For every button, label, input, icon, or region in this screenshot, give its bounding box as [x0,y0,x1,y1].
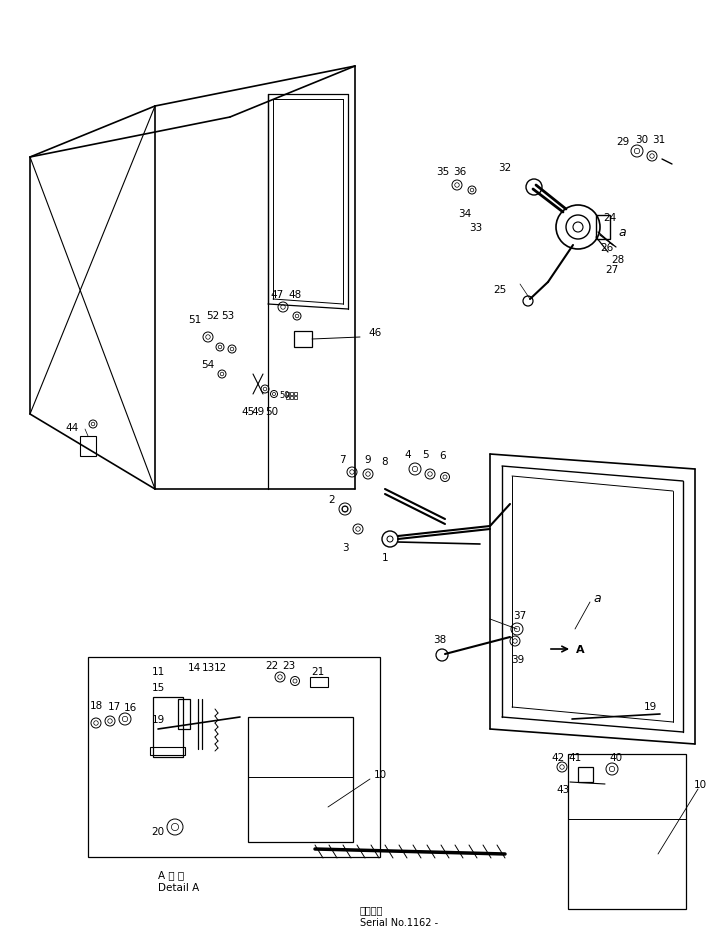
Bar [294,396,297,399]
Text: 18: 18 [89,700,103,710]
Text: 35: 35 [436,167,450,177]
Bar [150,748,185,755]
Text: 12: 12 [213,663,227,672]
Text: 34: 34 [458,209,472,219]
Text: 36: 36 [453,167,467,177]
Bar [310,677,328,687]
Text: 5: 5 [422,449,428,460]
Text: 28: 28 [612,255,624,264]
Text: 54: 54 [201,360,215,370]
Text: 21: 21 [312,666,325,676]
Text: 39: 39 [511,654,525,665]
Bar [178,700,190,729]
Text: 3: 3 [342,543,348,552]
Text: A: A [576,645,584,654]
Text: 53: 53 [222,311,234,321]
Text: 23: 23 [282,660,296,670]
Text: A 詳 細: A 詳 細 [158,869,184,879]
Bar [294,393,297,396]
Text: 10: 10 [693,779,707,789]
Text: 33: 33 [469,223,483,233]
Text: 4: 4 [405,449,411,460]
Text: 45: 45 [241,407,255,416]
Text: 20: 20 [152,826,164,836]
Text: 32: 32 [498,162,512,173]
Text: 43: 43 [556,784,570,794]
Text: 1: 1 [382,552,388,563]
Text: 10: 10 [373,769,387,779]
Text: a: a [618,226,626,238]
Bar [578,767,593,783]
Text: 41: 41 [569,752,582,762]
Bar [286,393,289,396]
Text: 6: 6 [440,450,446,461]
Bar [290,396,293,399]
Text: 27: 27 [605,264,619,275]
Text: 40: 40 [610,752,622,762]
Text: 7: 7 [338,454,346,464]
Text: 11: 11 [152,666,165,676]
Text: 2: 2 [329,495,336,504]
Bar [568,754,686,909]
Text: 16: 16 [123,702,137,712]
Bar [596,216,610,240]
Bar [88,657,380,857]
Text: 30: 30 [636,135,649,144]
Text: 13: 13 [201,663,215,672]
Bar [290,393,293,396]
Text: 51: 51 [188,314,202,325]
Text: 17: 17 [108,701,120,711]
Text: 49: 49 [251,407,265,416]
Text: a: a [593,591,601,604]
Text: 14: 14 [188,663,200,672]
Text: 19: 19 [644,701,656,711]
Text: 52: 52 [206,311,219,321]
Text: 42: 42 [552,752,564,762]
Text: 24: 24 [603,212,617,223]
Text: 50: 50 [266,407,278,416]
Text: 38: 38 [433,634,447,645]
Text: 37: 37 [513,611,527,620]
Text: 47: 47 [270,290,284,299]
Text: 8: 8 [382,457,388,466]
Bar [294,331,312,347]
Text: 50: 50 [280,390,290,399]
Bar [286,396,289,399]
Text: 適用号機: 適用号機 [360,904,384,914]
Text: 26: 26 [600,243,614,253]
Bar [80,436,96,457]
Text: 25: 25 [493,285,507,295]
Text: 44: 44 [65,423,79,432]
Text: 19: 19 [152,715,165,724]
Bar [248,717,353,842]
Text: 9: 9 [365,454,371,464]
Text: Detail A: Detail A [158,882,199,892]
Text: 29: 29 [617,137,629,147]
Text: Serial No.1162 -: Serial No.1162 - [360,917,438,927]
Text: 15: 15 [152,683,165,692]
Text: 22: 22 [266,660,279,670]
Text: 46: 46 [368,328,382,338]
Bar [153,698,183,757]
Text: 31: 31 [652,135,666,144]
Text: 48: 48 [288,290,302,299]
